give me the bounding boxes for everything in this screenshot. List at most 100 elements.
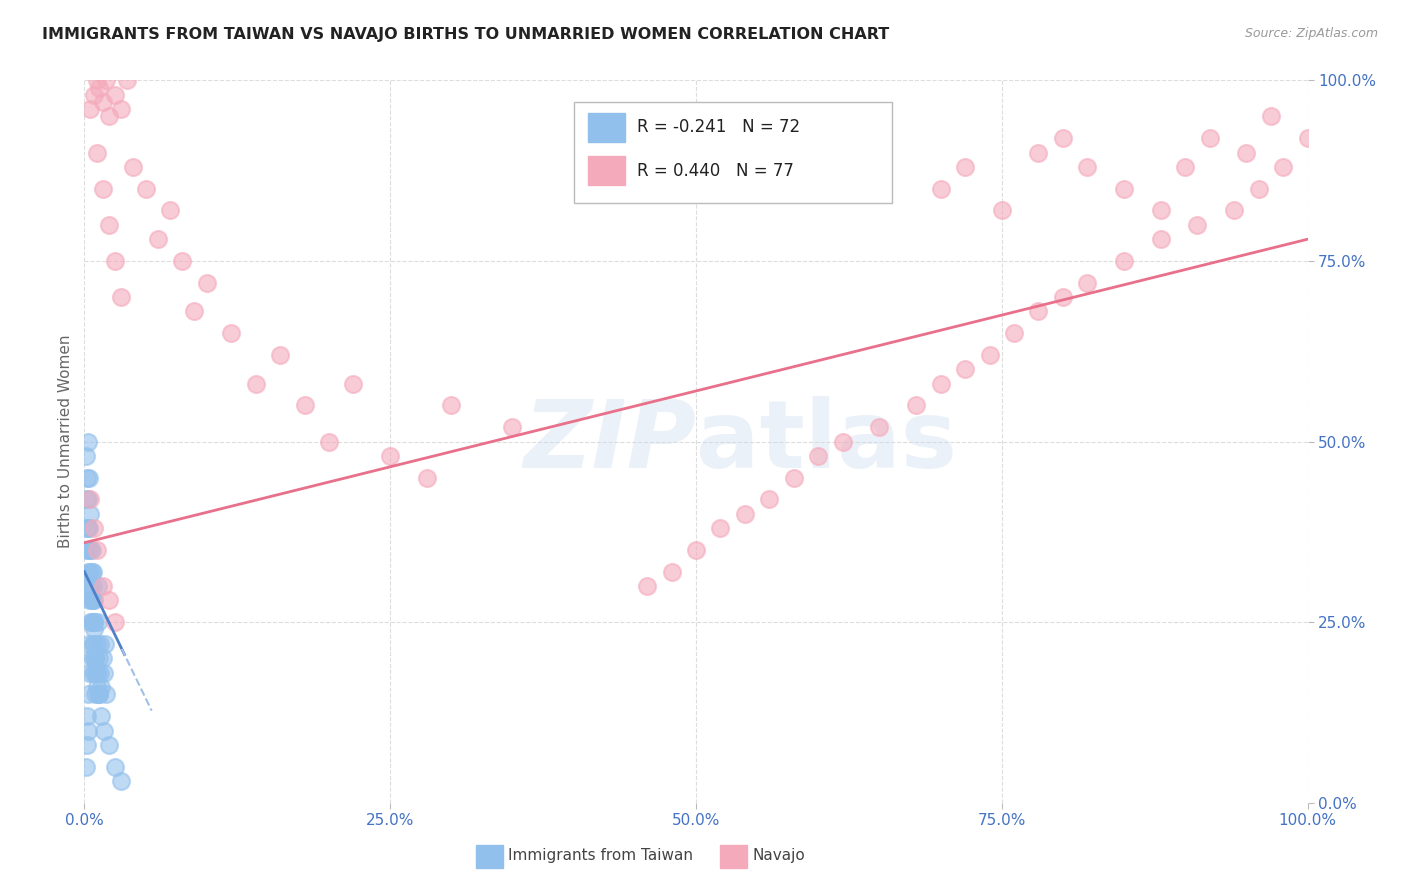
Point <box>1150 203 1173 218</box>
Point <box>91 95 114 109</box>
Point <box>76 738 98 752</box>
Point <box>1076 160 1098 174</box>
Point <box>77 542 100 557</box>
Point <box>183 304 205 318</box>
Point <box>661 565 683 579</box>
Point <box>79 492 101 507</box>
Bar <box>588 156 626 185</box>
Point <box>86 665 108 680</box>
Point <box>1114 182 1136 196</box>
Point <box>1002 326 1025 340</box>
Point <box>97 593 120 607</box>
Point <box>97 738 120 752</box>
Point <box>90 709 112 723</box>
Point <box>1236 145 1258 160</box>
Point <box>77 492 100 507</box>
Point <box>89 665 111 680</box>
Point <box>1187 218 1209 232</box>
Point <box>734 507 756 521</box>
Text: R = -0.241   N = 72: R = -0.241 N = 72 <box>637 119 800 136</box>
Point <box>84 687 107 701</box>
Point <box>104 615 127 630</box>
Y-axis label: Births to Unmarried Women: Births to Unmarried Women <box>58 334 73 549</box>
Point <box>79 565 101 579</box>
Point <box>77 687 100 701</box>
Point <box>110 290 132 304</box>
Point <box>104 253 127 268</box>
Point <box>783 470 806 484</box>
Point <box>79 507 101 521</box>
Point <box>318 434 340 449</box>
Point <box>94 637 117 651</box>
Point <box>86 680 108 694</box>
Point <box>84 651 107 665</box>
Point <box>91 579 114 593</box>
Point <box>172 253 194 268</box>
Point <box>76 470 98 484</box>
Point <box>195 276 218 290</box>
Point <box>77 565 100 579</box>
Point <box>831 434 853 449</box>
Point <box>135 182 157 196</box>
Point <box>82 579 104 593</box>
Point <box>83 615 105 630</box>
Point <box>380 449 402 463</box>
Point <box>87 651 110 665</box>
Point <box>79 579 101 593</box>
Point <box>84 651 107 665</box>
Point <box>82 593 104 607</box>
Point <box>80 542 103 557</box>
Point <box>80 593 103 607</box>
Point <box>97 110 120 124</box>
Point <box>83 637 105 651</box>
Point <box>807 449 830 463</box>
FancyBboxPatch shape <box>574 102 891 203</box>
Point <box>219 326 242 340</box>
Point <box>77 665 100 680</box>
Bar <box>720 845 748 868</box>
Point <box>93 723 115 738</box>
Point <box>82 565 104 579</box>
Point <box>82 665 104 680</box>
Point <box>83 651 105 665</box>
Point <box>110 102 132 116</box>
Point <box>86 665 108 680</box>
Point <box>86 145 108 160</box>
Point <box>86 665 108 680</box>
Point <box>122 160 145 174</box>
Point <box>1198 131 1220 145</box>
Point <box>87 615 110 630</box>
Point <box>91 182 114 196</box>
Point <box>929 182 952 196</box>
Point <box>1247 182 1270 196</box>
Point <box>1114 253 1136 268</box>
Point <box>79 102 101 116</box>
Point <box>1052 131 1074 145</box>
Point <box>77 637 100 651</box>
Text: R = 0.440   N = 77: R = 0.440 N = 77 <box>637 161 794 179</box>
Point <box>91 651 114 665</box>
Point <box>87 80 110 95</box>
Point <box>86 637 108 651</box>
Point <box>342 376 364 391</box>
Point <box>1052 290 1074 304</box>
Point <box>77 521 100 535</box>
Point <box>76 492 98 507</box>
Point <box>90 680 112 694</box>
Point <box>79 579 101 593</box>
Point <box>83 623 105 637</box>
Point <box>86 73 108 87</box>
Point <box>104 760 127 774</box>
Point <box>115 73 138 87</box>
Point <box>77 470 100 484</box>
Point <box>416 470 439 484</box>
Point <box>75 542 97 557</box>
Point <box>245 376 267 391</box>
Point <box>96 73 118 87</box>
Point <box>76 709 98 723</box>
Point <box>269 348 291 362</box>
Point <box>991 203 1014 218</box>
Point <box>159 203 181 218</box>
Point <box>82 615 104 630</box>
Point <box>84 651 107 665</box>
